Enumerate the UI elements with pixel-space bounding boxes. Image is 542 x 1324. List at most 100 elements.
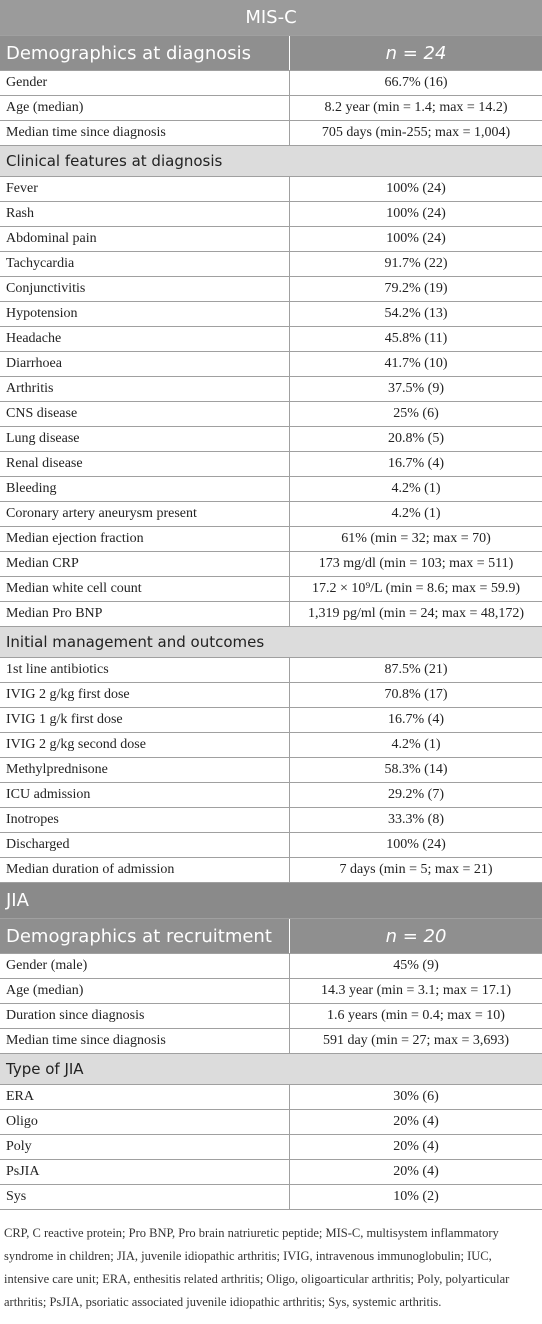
row-value: 20% (4) (393, 1139, 439, 1154)
table-row: Median time since diagnosis 705 days (min… (0, 121, 542, 146)
row-value: 29.2% (7) (388, 787, 444, 802)
row-value: 37.5% (9) (388, 381, 444, 396)
row-value: 58.3% (14) (384, 762, 448, 777)
row-value: 20% (4) (393, 1114, 439, 1129)
row-value: 25% (6) (393, 406, 439, 421)
row-value: 17.2 × 10⁹/L (min = 8.6; max = 59.9) (311, 581, 521, 596)
row-value: 1,319 pg/ml (min = 24; max = 48,172) (307, 606, 525, 621)
row-label: IVIG 2 g/kg second dose (0, 733, 290, 757)
row-label: Median CRP (0, 552, 290, 576)
row-label: Tachycardia (0, 252, 290, 276)
row-label: Demographics at recruitment (0, 919, 290, 953)
row-label: Arthritis (0, 377, 290, 401)
row-label: Hypotension (0, 302, 290, 326)
table-row: Gender (male) 45% (9) (0, 954, 542, 979)
row-value: 61% (min = 32; max = 70) (341, 531, 491, 546)
group-title: Initial management and outcomes (0, 627, 542, 658)
row-label: Poly (0, 1135, 290, 1159)
table-row: Fever 100% (24) (0, 177, 542, 202)
row-value: 91.7% (22) (384, 256, 448, 271)
row-value: 30% (6) (393, 1089, 439, 1104)
table-row: 1st line antibiotics 87.5% (21) (0, 658, 542, 683)
row-value: 33.3% (8) (388, 812, 444, 827)
table-row: Coronary artery aneurysm present 4.2% (1) (0, 502, 542, 527)
table-row: Median duration of admission 7 days (min … (0, 858, 542, 883)
table-row: Duration since diagnosis 1.6 years (min =… (0, 1004, 542, 1029)
table-row: ICU admission 29.2% (7) (0, 783, 542, 808)
row-value: 79.2% (19) (384, 281, 448, 296)
row-value: 100% (24) (386, 231, 446, 246)
row-value: 66.7% (16) (384, 75, 448, 90)
row-label: Median ejection fraction (0, 527, 290, 551)
section-title: MIS-C (0, 0, 542, 36)
row-label: CNS disease (0, 402, 290, 426)
row-value: 8.2 year (min = 1.4; max = 14.2) (324, 100, 508, 115)
table-row: CNS disease 25% (6) (0, 402, 542, 427)
row-value: n = 20 (385, 925, 447, 947)
table-row: ERA 30% (6) (0, 1085, 542, 1110)
row-value: 87.5% (21) (384, 662, 448, 677)
table-row: Gender 66.7% (16) (0, 71, 542, 96)
row-label: Conjunctivitis (0, 277, 290, 301)
table-row: Conjunctivitis 79.2% (19) (0, 277, 542, 302)
row-label: Bleeding (0, 477, 290, 501)
row-label: Diarrhoea (0, 352, 290, 376)
row-value: 173 mg/dl (min = 103; max = 511) (318, 556, 514, 571)
row-value: 45.8% (11) (384, 331, 448, 346)
row-label: Duration since diagnosis (0, 1004, 290, 1028)
section-header: Demographics at diagnosis n = 24 (0, 36, 542, 71)
row-value: 41.7% (10) (384, 356, 448, 371)
row-value: 14.3 year (min = 3.1; max = 17.1) (321, 983, 511, 998)
row-value: 20% (4) (393, 1164, 439, 1179)
table-row: Tachycardia 91.7% (22) (0, 252, 542, 277)
row-label: Median duration of admission (0, 858, 290, 882)
row-value: 100% (24) (386, 837, 446, 852)
row-label: Oligo (0, 1110, 290, 1134)
table-row: Sys 10% (2) (0, 1185, 542, 1210)
row-value: 4.2% (1) (391, 506, 441, 521)
table-row: Inotropes 33.3% (8) (0, 808, 542, 833)
row-value: 100% (24) (386, 181, 446, 196)
row-value: 100% (24) (386, 206, 446, 221)
table-row: Diarrhoea 41.7% (10) (0, 352, 542, 377)
table-row: Headache 45.8% (11) (0, 327, 542, 352)
row-label: Gender (0, 71, 290, 95)
row-value: 16.7% (4) (388, 456, 444, 471)
row-label: Age (median) (0, 979, 290, 1003)
group-title: Type of JIA (0, 1054, 542, 1085)
table-row: IVIG 2 g/kg second dose 4.2% (1) (0, 733, 542, 758)
row-value: 45% (9) (393, 958, 439, 973)
table-row: Median Pro BNP 1,319 pg/ml (min = 24; max… (0, 602, 542, 627)
table-row: IVIG 1 g/k first dose 16.7% (4) (0, 708, 542, 733)
table-row: Median ejection fraction 61% (min = 32; m… (0, 527, 542, 552)
row-label: 1st line antibiotics (0, 658, 290, 682)
row-label: Demographics at diagnosis (0, 36, 290, 70)
row-label: IVIG 1 g/k first dose (0, 708, 290, 732)
table-row: Median CRP 173 mg/dl (min = 103; max = 51… (0, 552, 542, 577)
row-label: Lung disease (0, 427, 290, 451)
table-row: Median white cell count 17.2 × 10⁹/L (min… (0, 577, 542, 602)
table-row: Discharged 100% (24) (0, 833, 542, 858)
row-label: Median time since diagnosis (0, 121, 290, 145)
table-row: Age (median) 14.3 year (min = 3.1; max = … (0, 979, 542, 1004)
row-label: ERA (0, 1085, 290, 1109)
table-row: Rash 100% (24) (0, 202, 542, 227)
row-value: 4.2% (1) (391, 481, 441, 496)
section-title: JIA (0, 883, 542, 919)
table-row: Lung disease 20.8% (5) (0, 427, 542, 452)
table-row: Age (median) 8.2 year (min = 1.4; max = 1… (0, 96, 542, 121)
row-value: 70.8% (17) (384, 687, 448, 702)
table: MIS-C Demographics at diagnosis n = 24 Gend… (0, 0, 542, 1210)
table-row: Hypotension 54.2% (13) (0, 302, 542, 327)
row-label: Sys (0, 1185, 290, 1209)
group-title: Clinical features at diagnosis (0, 146, 542, 177)
table-row: Abdominal pain 100% (24) (0, 227, 542, 252)
row-label: Headache (0, 327, 290, 351)
row-label: Age (median) (0, 96, 290, 120)
table-row: Methylprednisone 58.3% (14) (0, 758, 542, 783)
table-row: Bleeding 4.2% (1) (0, 477, 542, 502)
row-value: 20.8% (5) (388, 431, 444, 446)
table-row: Arthritis 37.5% (9) (0, 377, 542, 402)
table-row: Poly 20% (4) (0, 1135, 542, 1160)
